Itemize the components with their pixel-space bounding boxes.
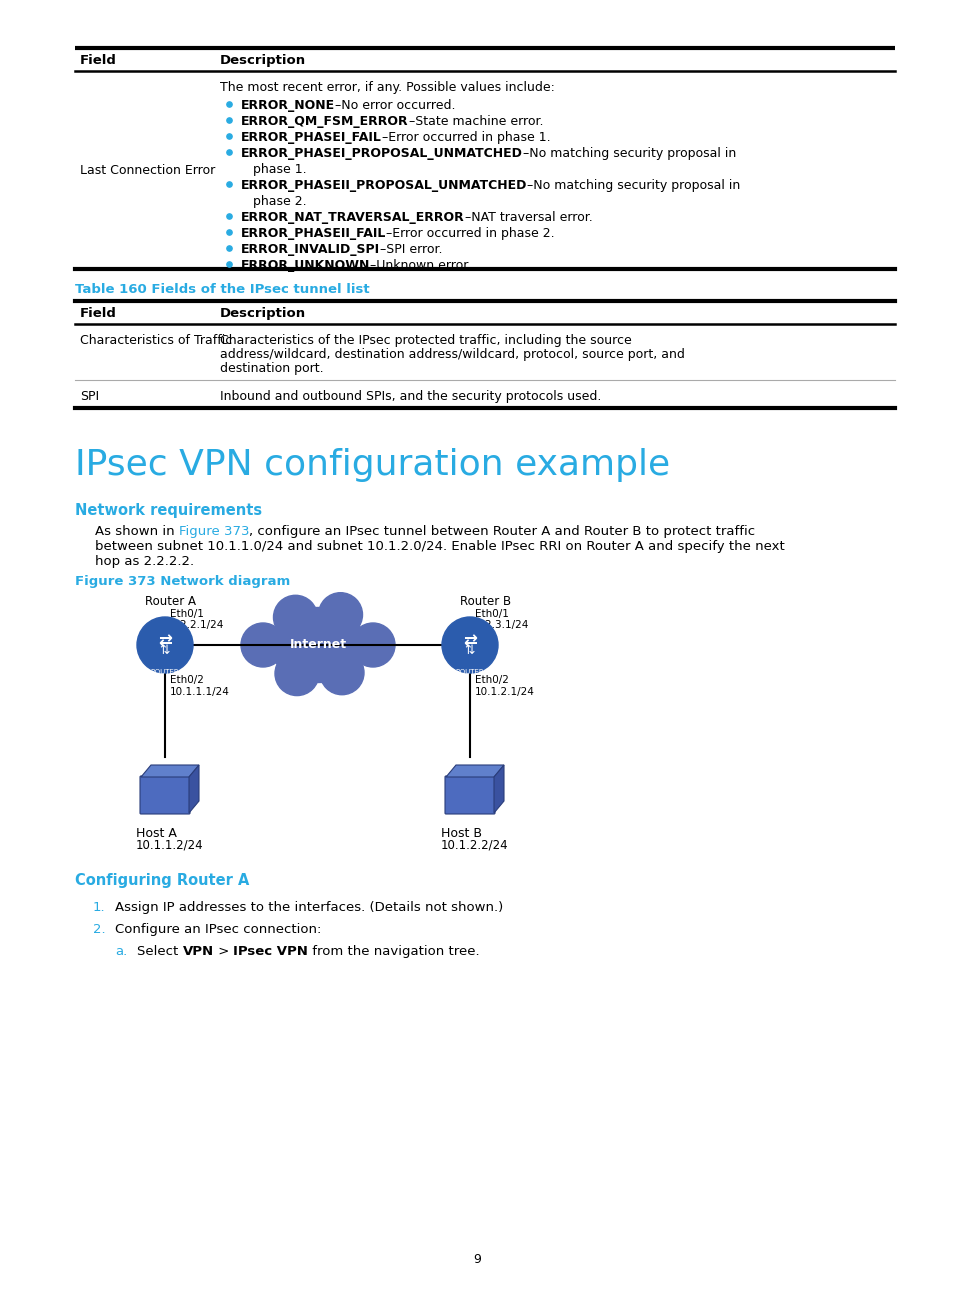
Text: –No matching security proposal in: –No matching security proposal in [527, 179, 740, 192]
Text: IPsec VPN: IPsec VPN [233, 945, 308, 958]
Text: The most recent error, if any. Possible values include:: The most recent error, if any. Possible … [220, 80, 555, 95]
Text: between subnet 10.1.1.0/24 and subnet 10.1.2.0/24. Enable IPsec RRI on Router A : between subnet 10.1.1.0/24 and subnet 10… [95, 540, 784, 553]
Text: 9: 9 [473, 1253, 480, 1266]
Text: 2.2.3.1/24: 2.2.3.1/24 [475, 619, 528, 630]
Text: 2.2.2.1/24: 2.2.2.1/24 [170, 619, 223, 630]
Text: IPsec VPN configuration example: IPsec VPN configuration example [75, 448, 669, 482]
Text: ERROR_PHASEI_PROPOSAL_UNMATCHED: ERROR_PHASEI_PROPOSAL_UNMATCHED [241, 146, 522, 159]
Text: hop as 2.2.2.2.: hop as 2.2.2.2. [95, 555, 193, 568]
Circle shape [137, 617, 193, 673]
Circle shape [441, 617, 497, 673]
Circle shape [319, 651, 364, 695]
Text: ERROR_NAT_TRAVERSAL_ERROR: ERROR_NAT_TRAVERSAL_ERROR [241, 211, 464, 224]
Text: Configuring Router A: Configuring Router A [75, 874, 249, 888]
Text: –State machine error.: –State machine error. [408, 115, 542, 128]
Text: Eth0/2: Eth0/2 [170, 675, 204, 686]
Text: Host B: Host B [440, 827, 481, 840]
Text: ROUTER: ROUTER [456, 669, 484, 675]
Text: As shown in: As shown in [95, 525, 179, 538]
Text: Internet: Internet [289, 639, 346, 652]
Text: Last Connection Error: Last Connection Error [80, 163, 215, 176]
Text: 10.1.2.1/24: 10.1.2.1/24 [475, 687, 535, 697]
Text: Field: Field [80, 54, 117, 67]
Circle shape [318, 592, 362, 636]
Text: ⇄: ⇄ [158, 632, 172, 651]
Text: ERROR_NONE: ERROR_NONE [241, 98, 335, 111]
Text: >: > [213, 945, 233, 958]
Text: Characteristics of the IPsec protected traffic, including the source: Characteristics of the IPsec protected t… [220, 334, 631, 347]
Text: 10.1.1.2/24: 10.1.1.2/24 [136, 839, 203, 851]
Text: Eth0/1: Eth0/1 [170, 609, 204, 619]
FancyBboxPatch shape [444, 776, 495, 814]
Text: , configure an IPsec tunnel between Router A and Router B to protect traffic: , configure an IPsec tunnel between Rout… [249, 525, 755, 538]
Ellipse shape [271, 608, 365, 683]
Text: ⇅: ⇅ [159, 644, 170, 657]
Text: ERROR_UNKNOWN: ERROR_UNKNOWN [241, 259, 370, 272]
Polygon shape [446, 765, 503, 778]
Text: from the navigation tree.: from the navigation tree. [308, 945, 479, 958]
Text: Router A: Router A [145, 595, 195, 608]
Text: ERROR_PHASEII_FAIL: ERROR_PHASEII_FAIL [241, 227, 386, 240]
Text: –No error occurred.: –No error occurred. [335, 98, 456, 111]
Circle shape [274, 595, 317, 639]
Text: ROUTER: ROUTER [151, 669, 179, 675]
Text: ERROR_PHASEII_PROPOSAL_UNMATCHED: ERROR_PHASEII_PROPOSAL_UNMATCHED [241, 179, 527, 192]
Text: Eth0/2: Eth0/2 [475, 675, 508, 686]
Text: destination port.: destination port. [220, 362, 323, 375]
Text: 10.1.1.1/24: 10.1.1.1/24 [170, 687, 230, 697]
Text: ERROR_PHASEI_FAIL: ERROR_PHASEI_FAIL [241, 131, 381, 144]
Text: phase 2.: phase 2. [253, 194, 306, 207]
Text: ⇅: ⇅ [464, 644, 475, 657]
Text: address/wildcard, destination address/wildcard, protocol, source port, and: address/wildcard, destination address/wi… [220, 349, 684, 362]
Text: Characteristics of Traffic: Characteristics of Traffic [80, 334, 232, 347]
Text: phase 1.: phase 1. [253, 163, 306, 176]
Text: –SPI error.: –SPI error. [379, 244, 442, 257]
Text: Select: Select [137, 945, 182, 958]
Text: Eth0/1: Eth0/1 [475, 609, 508, 619]
Text: Figure 373 Network diagram: Figure 373 Network diagram [75, 575, 290, 588]
Text: SPI: SPI [80, 390, 99, 403]
Circle shape [351, 623, 395, 667]
Text: ⇄: ⇄ [462, 632, 476, 651]
Circle shape [241, 623, 285, 667]
Text: –Unknown error.: –Unknown error. [370, 259, 471, 272]
Text: –Error occurred in phase 2.: –Error occurred in phase 2. [386, 227, 555, 240]
Text: Description: Description [220, 307, 306, 320]
Polygon shape [494, 765, 503, 813]
Polygon shape [189, 765, 199, 813]
Text: Configure an IPsec connection:: Configure an IPsec connection: [115, 923, 321, 936]
Text: VPN: VPN [182, 945, 213, 958]
Text: 1.: 1. [92, 901, 106, 914]
Text: –Error occurred in phase 1.: –Error occurred in phase 1. [381, 131, 550, 144]
Circle shape [274, 652, 318, 696]
Text: ERROR_INVALID_SPI: ERROR_INVALID_SPI [241, 244, 379, 257]
Text: –NAT traversal error.: –NAT traversal error. [464, 211, 592, 224]
Text: Figure 373: Figure 373 [178, 525, 249, 538]
Text: Assign IP addresses to the interfaces. (Details not shown.): Assign IP addresses to the interfaces. (… [115, 901, 503, 914]
Text: a.: a. [115, 945, 127, 958]
Polygon shape [141, 765, 199, 778]
Text: Inbound and outbound SPIs, and the security protocols used.: Inbound and outbound SPIs, and the secur… [220, 390, 600, 403]
Text: Description: Description [220, 54, 306, 67]
Text: Network requirements: Network requirements [75, 503, 262, 518]
Text: ERROR_QM_FSM_ERROR: ERROR_QM_FSM_ERROR [241, 115, 408, 128]
Text: Table 160 Fields of the IPsec tunnel list: Table 160 Fields of the IPsec tunnel lis… [75, 283, 369, 295]
Text: 10.1.2.2/24: 10.1.2.2/24 [440, 839, 508, 851]
Text: Router B: Router B [459, 595, 511, 608]
Text: Host A: Host A [136, 827, 176, 840]
Text: Field: Field [80, 307, 117, 320]
Text: –No matching security proposal in: –No matching security proposal in [522, 146, 736, 159]
Text: 2.: 2. [92, 923, 106, 936]
FancyBboxPatch shape [140, 776, 190, 814]
